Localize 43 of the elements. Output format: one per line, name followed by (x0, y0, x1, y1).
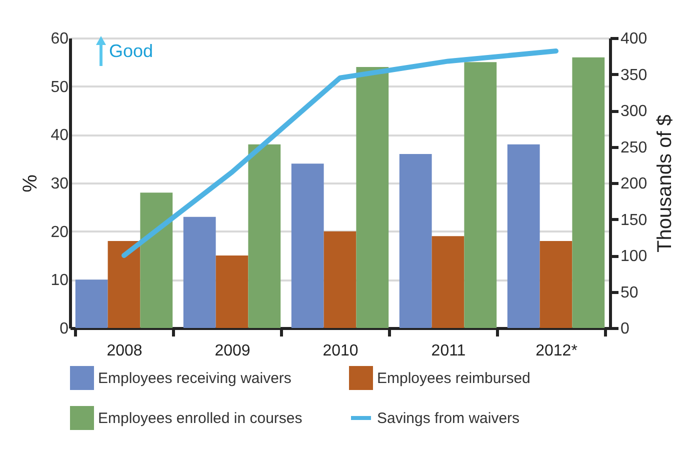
y-tick-label: 50 (50, 78, 69, 96)
y2-tick-label: 0 (620, 320, 630, 338)
y2-tick-label: 250 (620, 139, 648, 156)
y2-tick-label: 350 (620, 66, 648, 84)
x-tick-label: 2010 (322, 342, 358, 360)
bar (248, 144, 281, 328)
bar (216, 256, 248, 328)
legend-label: Employees reimbursed (377, 370, 530, 387)
y2-tick-label: 200 (620, 176, 648, 192)
x-tick-label: 2009 (214, 342, 250, 360)
bar (75, 280, 108, 328)
legend-label: Employees enrolled in courses (98, 410, 302, 427)
bar (540, 241, 572, 328)
y-tick-label: 20 (50, 224, 69, 241)
bar (324, 231, 356, 328)
bar (356, 67, 389, 328)
y-tick-label: 60 (50, 30, 69, 48)
annotation: Good (109, 40, 154, 62)
y-tick-label: 40 (50, 127, 69, 144)
bar (108, 241, 140, 328)
y2-axis-title: Thousands of $ (654, 114, 676, 252)
y-tick-label: 30 (50, 176, 69, 192)
legend-label: Employees receiving waivers (98, 370, 292, 387)
bar (399, 154, 432, 328)
bar (183, 216, 216, 328)
x-tick-label: 2012* (536, 342, 578, 360)
y2-tick-label: 150 (620, 212, 648, 229)
y2-tick-label: 300 (620, 103, 648, 120)
bar (140, 192, 173, 328)
y2-tick-label: 400 (620, 30, 648, 48)
bar (572, 57, 605, 328)
bar (291, 164, 324, 328)
y2-tick-label: 50 (620, 284, 638, 302)
legend-label: Savings from waivers (377, 410, 520, 427)
bar (432, 236, 464, 328)
y-axis-title: % (20, 174, 42, 192)
y-tick-label: 10 (50, 272, 69, 290)
y2-tick-label: 100 (620, 248, 648, 265)
x-tick-label: 2011 (431, 342, 466, 360)
x-tick-label: 2008 (106, 342, 142, 360)
y-tick-label: 0 (60, 320, 69, 338)
bar (464, 62, 497, 328)
bar (507, 144, 540, 328)
